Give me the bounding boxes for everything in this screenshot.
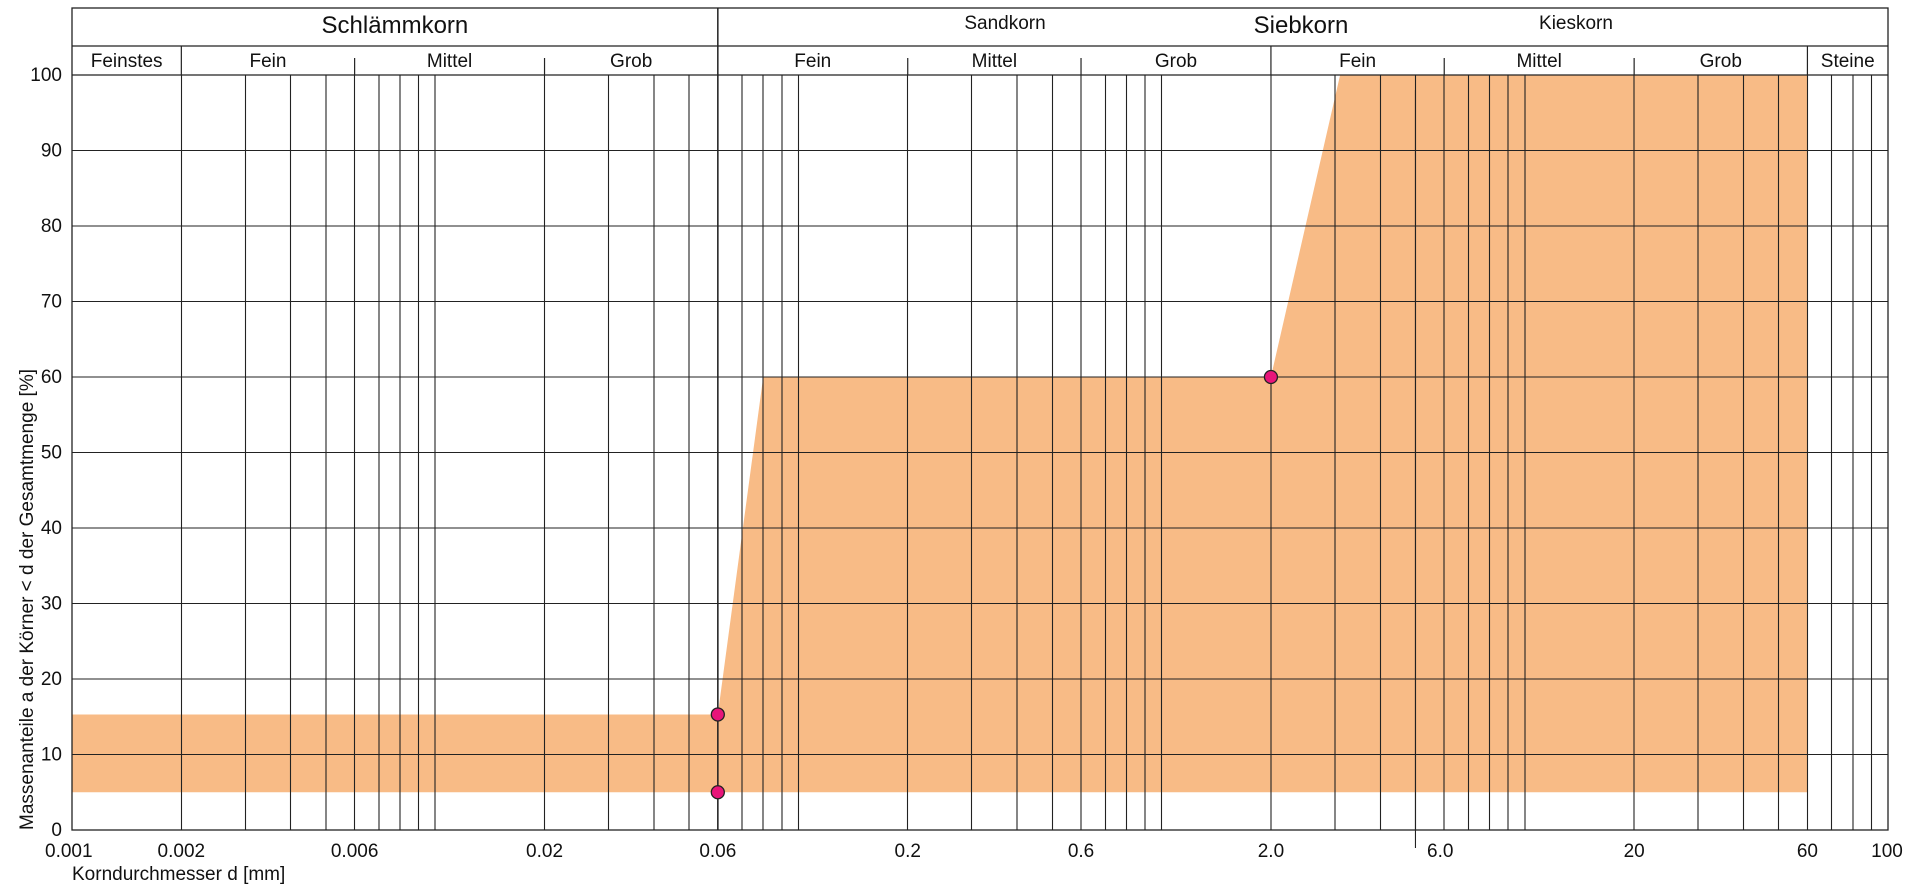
x-tick-label: 0.2 — [895, 841, 921, 862]
x-tick-label: 60 — [1797, 841, 1818, 862]
x-tick-label: 0.006 — [331, 841, 379, 862]
sub-zone-label-1: Fein — [249, 51, 286, 72]
grading-band-layer — [72, 75, 1808, 793]
zone-label-0: Schlämmkorn — [322, 12, 469, 39]
sub-zone-label-0: Feinstes — [91, 51, 163, 72]
data-point — [710, 785, 725, 800]
sub-zone-label-8: Mittel — [1516, 51, 1561, 72]
data-point — [1263, 369, 1279, 385]
y-tick-label: 90 — [41, 141, 62, 162]
data-point — [710, 707, 725, 722]
x-tick-label: 20 — [1624, 841, 1645, 862]
grading-band-area — [72, 75, 1808, 793]
y-tick-label: 0 — [51, 820, 62, 841]
x-tick-label: 0.6 — [1068, 841, 1094, 862]
x-tick-label: 0.002 — [158, 841, 206, 862]
x-tick-label: 100 — [1871, 841, 1903, 862]
sub-zone-label-4: Fein — [794, 51, 831, 72]
y-tick-label: 60 — [41, 367, 62, 388]
x-axis-label: Korndurchmesser d [mm] — [72, 864, 285, 885]
x-tick-label: 2.0 — [1258, 841, 1284, 862]
sub-zone-label-3: Grob — [610, 51, 652, 72]
x-tick-label: 0.06 — [699, 841, 736, 862]
y-tick-label: 20 — [41, 669, 62, 690]
sub-zone-label-7: Fein — [1339, 51, 1376, 72]
y-tick-label: 80 — [41, 216, 62, 237]
x-tick-label: 0.02 — [526, 841, 563, 862]
grid-layer — [71, 7, 1889, 848]
y-tick-label: 100 — [30, 65, 62, 86]
x-tick-label: 0.001 — [45, 841, 93, 862]
sub-zone-label-9: Grob — [1700, 51, 1742, 72]
sub-zone-label-5: Mittel — [972, 51, 1017, 72]
sub-zone-label-6: Grob — [1155, 51, 1197, 72]
zone-label-3: Kieskorn — [1539, 13, 1613, 34]
zone-label-2: Siebkorn — [1254, 12, 1349, 39]
y-tick-label: 70 — [41, 292, 62, 313]
axis-ticks: 0 10 20 30 40 50 60 70 80 90 100 0.001 0.002 0.006 0.0… — [30, 65, 1903, 862]
sub-zone-label-2: Mittel — [427, 51, 472, 72]
zone-header: Schlämmkorn Sandkorn Siebkorn Kieskorn Feins… — [72, 8, 1888, 830]
y-tick-label: 50 — [41, 443, 62, 464]
y-tick-label: 10 — [41, 745, 62, 766]
x-tick-label: 6.0 — [1427, 841, 1453, 862]
y-tick-label: 30 — [41, 594, 62, 615]
zone-label-1: Sandkorn — [964, 13, 1045, 34]
data-points — [710, 369, 1279, 800]
sub-zone-label-10: Steine — [1821, 51, 1875, 72]
y-axis-label: Massenanteile a der Körner < d der Gesam… — [17, 369, 38, 830]
plot-frame — [71, 7, 1889, 831]
y-tick-label: 40 — [41, 518, 62, 539]
